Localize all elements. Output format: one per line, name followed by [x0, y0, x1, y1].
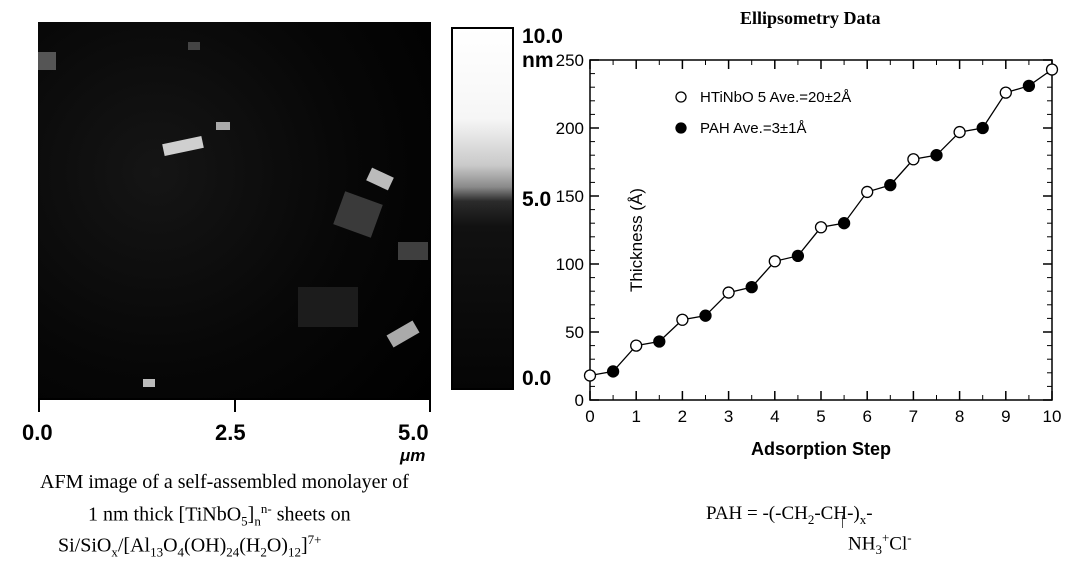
y-axis-label: Thickness (Å) — [627, 188, 646, 292]
legend-label: PAH Ave.=3±1Å — [700, 120, 807, 137]
pah-formula-amine: NH3+Cl- — [848, 530, 912, 558]
scale-label-bottom: 0.0 — [522, 367, 552, 390]
htinbo5-data-point — [1045, 63, 1059, 76]
pah-data-point — [837, 217, 851, 230]
x-tick-label: 3 — [724, 407, 733, 426]
pah-data-point — [1022, 79, 1036, 92]
scale-label-unit: nm — [522, 49, 554, 72]
afm-caption-line1: AFM image of a self-assembled monolayer … — [40, 471, 409, 493]
y-tick-label: 100 — [556, 255, 584, 274]
afm-x-tick — [38, 398, 40, 412]
y-tick-label: 150 — [556, 187, 584, 206]
htinbo5-data-point — [676, 313, 689, 326]
htinbo5-data-point — [722, 286, 735, 299]
pah-formula: PAH = -(-CH2-CH-)x- | NH3+Cl- — [706, 502, 912, 557]
pah-data-point — [791, 249, 805, 262]
htinbo5-data-point — [768, 255, 781, 268]
pah-data-point — [976, 121, 989, 135]
pah-formula-branch: | — [841, 514, 844, 529]
y-tick-label: 0 — [575, 391, 584, 410]
x-tick-label: 2 — [678, 407, 687, 426]
legend-label: HTiNbO 5 Ave.=20±2Å — [700, 89, 851, 106]
legend-marker — [675, 91, 687, 103]
afm-bright-flake — [38, 52, 56, 70]
y-tick-label: 50 — [565, 323, 584, 342]
x-tick-label: 0 — [585, 407, 594, 426]
htinbo5-data-point — [907, 153, 920, 166]
afm-x-unit: μm — [400, 446, 426, 465]
htinbo5-data-point — [999, 86, 1012, 99]
scale-label-top: 10.0 — [522, 25, 563, 48]
y-tick-label: 250 — [556, 51, 584, 70]
x-tick-label: 8 — [955, 407, 964, 426]
height-scale-bar — [451, 27, 514, 390]
x-tick-label: 6 — [862, 407, 871, 426]
afm-image — [38, 22, 431, 398]
afm-x-tick — [429, 398, 431, 412]
afm-bright-flake — [298, 287, 358, 327]
afm-x-tick-label: 0.0 — [22, 420, 53, 445]
x-tick-label: 5 — [816, 407, 825, 426]
scale-label-mid: 5.0 — [522, 188, 552, 211]
htinbo5-data-point — [814, 221, 828, 234]
afm-x-tick — [234, 398, 236, 412]
pah-data-point — [606, 365, 620, 378]
htinbo5-data-point — [583, 369, 597, 382]
y-tick-label: 200 — [556, 119, 584, 138]
afm-bright-flake — [188, 42, 200, 50]
x-tick-label: 10 — [1043, 407, 1062, 426]
x-tick-label: 9 — [1001, 407, 1010, 426]
x-axis-label: Adsorption Step — [751, 439, 891, 459]
pah-formula-main: PAH = -(-CH2-CH-)x- — [706, 503, 873, 527]
pah-data-point — [884, 178, 897, 192]
x-tick-label: 4 — [770, 407, 779, 426]
afm-caption-line2: 1 nm thick [TiNbO5]nn- sheets on — [88, 501, 351, 529]
pah-data-point — [745, 280, 758, 294]
legend-marker — [675, 122, 687, 134]
htinbo5-data-point — [630, 339, 643, 352]
pah-data-point — [699, 309, 712, 322]
afm-bright-flake — [143, 379, 155, 387]
afm-bright-flake — [216, 122, 230, 130]
chart-title: Ellipsometry Data — [740, 8, 881, 28]
afm-caption-line3: Si/SiOx/[Al13O4(OH)24(H2O)12]7+ — [58, 532, 322, 560]
afm-x-tick-label: 2.5 — [215, 420, 246, 445]
afm-bright-flake — [398, 242, 428, 260]
pah-data-point — [930, 149, 943, 162]
afm-x-tick-label: 5.0 — [398, 420, 429, 445]
x-tick-label: 1 — [631, 407, 640, 426]
x-tick-label: 7 — [909, 407, 918, 426]
htinbo5-data-point — [953, 125, 966, 139]
htinbo5-data-point — [861, 185, 874, 199]
pah-data-point — [653, 335, 666, 348]
